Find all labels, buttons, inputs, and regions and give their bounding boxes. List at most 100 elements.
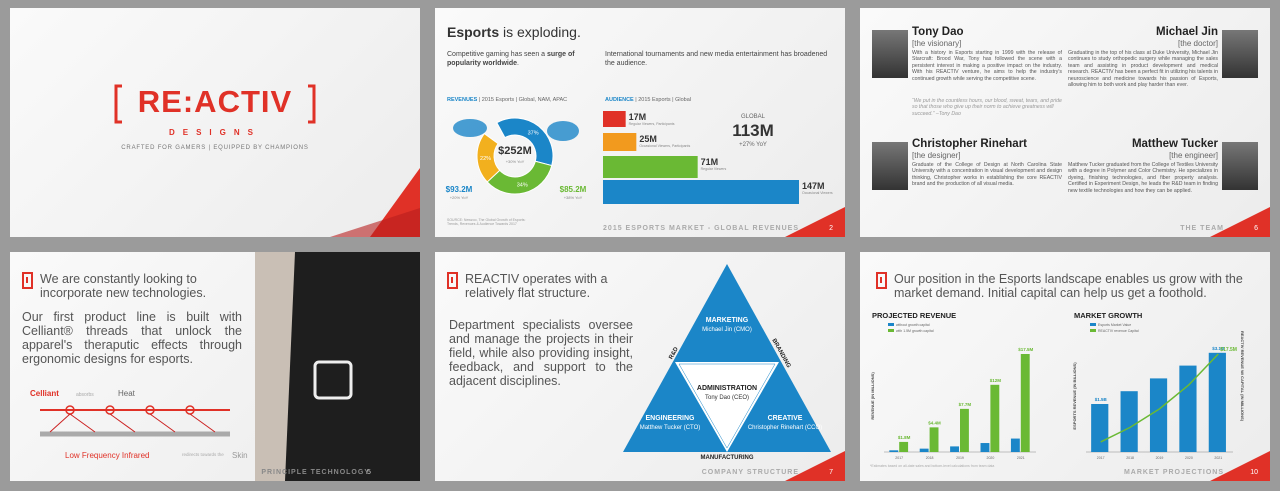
node-person: Tony Dao (CEO): [705, 395, 749, 401]
bar: [899, 441, 909, 452]
heading: We are constantly looking to incorporate…: [40, 272, 207, 300]
diagram-source: Celliant: [30, 389, 59, 398]
bar: [1208, 352, 1226, 452]
donut-total: $252M: [498, 145, 532, 157]
footer: PRINCIPLE TECHNOLOGY: [261, 469, 370, 476]
node-person: Matthew Tucker (CTO): [640, 425, 701, 431]
celliant-diagram: Celliant absorbs Heat Low Frequency Infr…: [30, 389, 248, 460]
node-title: CREATIVE: [768, 415, 803, 422]
slice-label: 22%: [480, 156, 491, 162]
bar-label: 147M: [802, 181, 825, 191]
slide: Esports is exploding. Competitive gaming…: [435, 8, 845, 237]
global-label: GLOBAL: [741, 114, 766, 120]
footer: COMPANY STRUCTURE: [701, 469, 799, 476]
icon: [22, 272, 33, 289]
person-bio: Graduating in the top of his class at Du…: [1068, 50, 1218, 89]
x-tick-label: 2020: [1185, 456, 1193, 460]
diagram-redirects: redirects towards the: [182, 452, 224, 457]
bar-label: 17M: [629, 112, 647, 122]
page-number: 2: [829, 225, 833, 232]
title-rest: is exploding.: [499, 24, 581, 40]
x-tick-label: 2018: [926, 456, 934, 460]
person-name: Tony Dao: [912, 26, 964, 38]
photo: [1222, 142, 1258, 190]
footer: THE TEAM: [1180, 225, 1224, 232]
bar-caption: Occasional Viewers: [802, 191, 833, 195]
person-role: [the designer]: [912, 151, 961, 160]
audience-bar: [603, 111, 626, 127]
node-title: ENGINEERING: [645, 415, 695, 422]
value-label: $17.5M: [1018, 347, 1033, 352]
value-label: $3.1B: [1212, 346, 1225, 351]
revenue-label: REVENUES | 2015 Esports | Global, NAM, A…: [447, 97, 567, 103]
icon: [876, 272, 887, 289]
diagram-skin: Skin: [232, 451, 248, 460]
person-role: [the engineer]: [1169, 151, 1218, 160]
label: AUDIENCE: [605, 97, 634, 103]
person-role: [the visionary]: [912, 39, 962, 48]
bar: [1020, 354, 1030, 452]
audience-bar: [603, 180, 799, 204]
x-tick-label: 2017: [1097, 456, 1105, 460]
bar: [1010, 438, 1020, 452]
legend-swatch: [1090, 323, 1096, 326]
slide: We are constantly looking to incorporate…: [10, 252, 420, 481]
right-value: $85.2M: [560, 185, 587, 194]
node-title: MARKETING: [706, 317, 749, 324]
bar: [1179, 365, 1197, 452]
legend-label: Esports Market Value: [1098, 323, 1131, 327]
person-bio: Matthew Tucker graduated from the Colleg…: [1068, 162, 1218, 194]
legend-label: REACTIV revenue Capital: [1098, 329, 1139, 333]
legend-swatch: [1090, 329, 1096, 332]
global-value: 113M: [732, 121, 774, 140]
label: | 2015 Esports | Global: [633, 97, 692, 103]
photo: [1222, 30, 1258, 78]
page-number: 5: [367, 469, 371, 476]
bar: [889, 450, 899, 452]
x-tick-label: 2019: [1156, 456, 1164, 460]
audience-bar: [603, 156, 698, 178]
node-title: ADMINISTRATION: [697, 385, 757, 392]
heading: REACTIV operates with a relatively flat …: [465, 272, 608, 300]
intro: Competitive gaming has seen a surge of p…: [447, 50, 597, 68]
charts: PROJECTED REVENUE without growth capital w…: [870, 311, 1245, 460]
right-sub: +38% YoY: [564, 195, 583, 200]
y2-axis-label: REACTIV REVENUE W/ CAPITAL (IN MILLIONS): [1240, 331, 1245, 422]
footer: 2015 ESPORTS MARKET - GLOBAL REVENUES: [603, 225, 799, 232]
title-bold: Esports: [447, 24, 500, 40]
person-bio: Graduate of the College of Design at Nor…: [912, 162, 1062, 188]
person-quote: “We put in the countless hours, our bloo…: [912, 98, 1062, 117]
logo-art: RE:ACTIV DESIGNS CRAFTED FOR GAMERS | EQ…: [114, 84, 420, 237]
intro: International tournaments and new media …: [605, 51, 828, 67]
logo-sub: DESIGNS: [169, 128, 261, 137]
edge-label: MANUFACTURING: [701, 455, 754, 461]
node-person: Michael Jin (CMO): [702, 327, 752, 333]
slide: RE:ACTIV DESIGNS CRAFTED FOR GAMERS | EQ…: [10, 8, 420, 237]
donut-sub: +30% YoY: [506, 159, 525, 164]
photo: [872, 30, 908, 78]
bar-caption: Occasional Viewers, Participants: [639, 144, 690, 148]
page-number: 7: [829, 469, 833, 476]
bar: [960, 408, 969, 452]
legend-label: with 1.5M growth capital: [896, 329, 934, 333]
value-label: $12M: [990, 378, 1002, 383]
text-bold: surge of popularity worldwide: [447, 51, 575, 67]
donut-slice: [476, 132, 501, 183]
page-number: 6: [1254, 225, 1258, 232]
person-name: Christopher Rinehart: [912, 138, 1028, 150]
icon: [447, 272, 458, 289]
legend-swatch: [888, 323, 894, 326]
bar-caption: Regular Viewers, Participants: [629, 122, 675, 126]
label: | 2015 Esports | Global, NAM, APAC: [477, 97, 568, 103]
bar: [990, 384, 1000, 452]
footer: MARKET PROJECTIONS: [1123, 469, 1224, 476]
x-tick-label: 2021: [1214, 456, 1222, 460]
diagram-output: Low Frequency Infrared: [65, 451, 150, 460]
slide-title: Esports is exploding.: [447, 24, 581, 40]
corner: [1210, 207, 1270, 237]
node-person: Christopher Rinehart (CCO): [748, 425, 822, 431]
person-name: Michael Jin: [1156, 26, 1218, 38]
x-tick-label: 2017: [895, 456, 903, 460]
text: Competitive gaming has seen a: [447, 51, 547, 58]
